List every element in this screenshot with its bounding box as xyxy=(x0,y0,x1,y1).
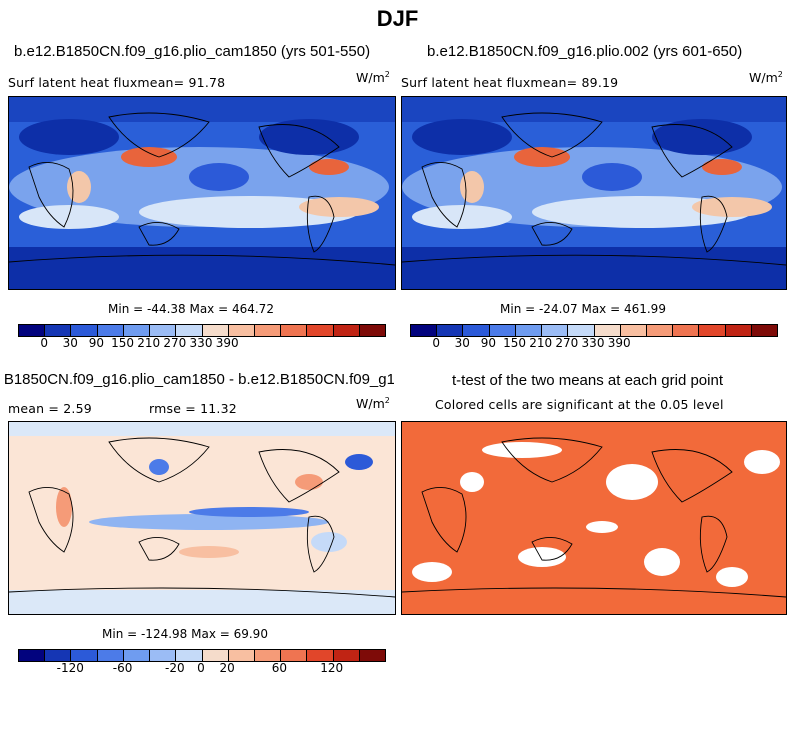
colorbar-tick-label: 0 xyxy=(197,661,205,675)
panel3-subtitle-rmse: rmse = 11.32 xyxy=(149,401,237,416)
panel3-title-clip: B1850CN.f09_g16.plio_cam1850 - b.e12.B18… xyxy=(0,371,394,393)
colorbar-swatch xyxy=(45,325,72,336)
panel2-minmax: Min = -24.07 Max = 461.99 xyxy=(500,302,666,316)
colorbar-swatch xyxy=(307,650,334,661)
colorbar-tick-label: 0 xyxy=(40,336,48,350)
panel4-map xyxy=(401,421,787,615)
colorbar-swatch xyxy=(71,325,98,336)
colorbar-tick-label: -60 xyxy=(112,661,133,675)
colorbar-swatch xyxy=(202,325,229,336)
colorbar-swatch xyxy=(411,325,438,336)
panel2-map-field xyxy=(402,97,786,289)
colorbar-swatch xyxy=(176,325,203,336)
colorbar-swatch xyxy=(437,325,464,336)
colorbar-tick-label: 90 xyxy=(480,336,497,350)
panel4-title: t-test of the two means at each grid poi… xyxy=(452,372,723,389)
panel3-title: B1850CN.f09_g16.plio_cam1850 - b.e12.B18… xyxy=(3,371,394,388)
panel3-colorbar xyxy=(18,649,386,662)
panel3-map xyxy=(8,421,396,615)
colorbar-swatch xyxy=(333,325,360,336)
colorbar-tick-label: 210 xyxy=(529,336,553,350)
panel2-units: W/m2 xyxy=(749,70,783,86)
panel1-units: W/m2 xyxy=(356,70,390,86)
colorbar-swatch xyxy=(646,325,674,336)
panel1-title: b.e12.B1850CN.f09_g16.plio_cam1850 (yrs … xyxy=(14,43,371,60)
colorbar-tick-label: 210 xyxy=(137,336,161,350)
colorbar-swatch xyxy=(19,650,46,661)
colorbar-swatch xyxy=(673,325,700,336)
panel4-coastlines xyxy=(402,437,786,598)
colorbar-tick-label: 60 xyxy=(271,661,288,675)
panel1-map xyxy=(8,96,396,290)
colorbar-tick-label: 0 xyxy=(432,336,440,350)
colorbar-swatch xyxy=(123,325,151,336)
colorbar-swatch xyxy=(281,325,308,336)
panel3-map-field xyxy=(9,422,395,614)
panel2-map xyxy=(401,96,787,290)
panel2-coastlines xyxy=(402,112,786,266)
colorbar-tick-label: 390 xyxy=(607,336,631,350)
panel4-subtitle: Colored cells are significant at the 0.0… xyxy=(435,397,724,412)
colorbar-tick-label: 150 xyxy=(111,336,135,350)
colorbar-tick-label: 20 xyxy=(219,661,235,675)
colorbar-swatch xyxy=(281,650,308,661)
colorbar-swatch xyxy=(123,650,151,661)
panel4-nonsignificant-cells xyxy=(412,442,780,587)
colorbar-swatch xyxy=(254,650,282,661)
panel2-subtitle: Surf latent heat fluxmean= 89.19 xyxy=(401,75,619,90)
panel2-title: b.e12.B1850CN.f09_g16.plio.002 (yrs 601-… xyxy=(427,43,743,60)
colorbar-swatch xyxy=(202,650,229,661)
colorbar-swatch xyxy=(254,325,282,336)
panel1-colorbar xyxy=(18,324,386,337)
colorbar-swatch xyxy=(568,325,595,336)
colorbar-swatch xyxy=(150,650,177,661)
colorbar-tick-label: 90 xyxy=(88,336,105,350)
colorbar-tick-label: 150 xyxy=(503,336,527,350)
panel2-colorbar xyxy=(410,324,778,337)
colorbar-swatch xyxy=(307,325,334,336)
colorbar-swatch xyxy=(97,650,124,661)
colorbar-tick-label: 390 xyxy=(215,336,239,350)
colorbar-swatch xyxy=(150,325,177,336)
colorbar-swatch xyxy=(19,325,46,336)
colorbar-tick-label: 270 xyxy=(163,336,187,350)
colorbar-tick-label: 330 xyxy=(581,336,605,350)
colorbar-swatch xyxy=(45,650,72,661)
colorbar-swatch xyxy=(620,325,647,336)
figure-title: DJF xyxy=(376,6,419,31)
panel3-minmax: Min = -124.98 Max = 69.90 xyxy=(102,627,268,641)
colorbar-swatch xyxy=(359,325,386,336)
colorbar-tick-label: -20 xyxy=(165,661,185,675)
colorbar-swatch xyxy=(594,325,621,336)
colorbar-tick-label: 30 xyxy=(62,336,78,350)
colorbar-swatch xyxy=(228,325,255,336)
colorbar-swatch xyxy=(542,325,569,336)
colorbar-tick-label: -120 xyxy=(56,661,84,675)
colorbar-swatch xyxy=(228,650,255,661)
panel1-minmax: Min = -44.38 Max = 464.72 xyxy=(108,302,274,316)
colorbar-swatch xyxy=(176,650,203,661)
colorbar-tick-label: 30 xyxy=(454,336,470,350)
colorbar-swatch xyxy=(71,650,98,661)
panel1-subtitle: Surf latent heat fluxmean= 91.78 xyxy=(8,75,226,90)
colorbar-swatch xyxy=(489,325,516,336)
colorbar-tick-label: 120 xyxy=(320,661,344,675)
colorbar-swatch xyxy=(515,325,543,336)
colorbar-swatch xyxy=(751,325,778,336)
panel3-units: W/m2 xyxy=(356,396,390,412)
colorbar-tick-label: 330 xyxy=(189,336,213,350)
panel3-subtitle-mean: mean = 2.59 xyxy=(8,401,92,416)
colorbar-swatch xyxy=(699,325,726,336)
panel1-map-field xyxy=(9,97,395,289)
panel1-coastlines xyxy=(9,112,395,266)
colorbar-swatch xyxy=(463,325,490,336)
colorbar-swatch xyxy=(333,650,360,661)
colorbar-swatch xyxy=(359,650,386,661)
panel3-coastlines xyxy=(9,437,395,598)
colorbar-swatch xyxy=(97,325,124,336)
colorbar-tick-label: 270 xyxy=(555,336,579,350)
colorbar-swatch xyxy=(725,325,752,336)
